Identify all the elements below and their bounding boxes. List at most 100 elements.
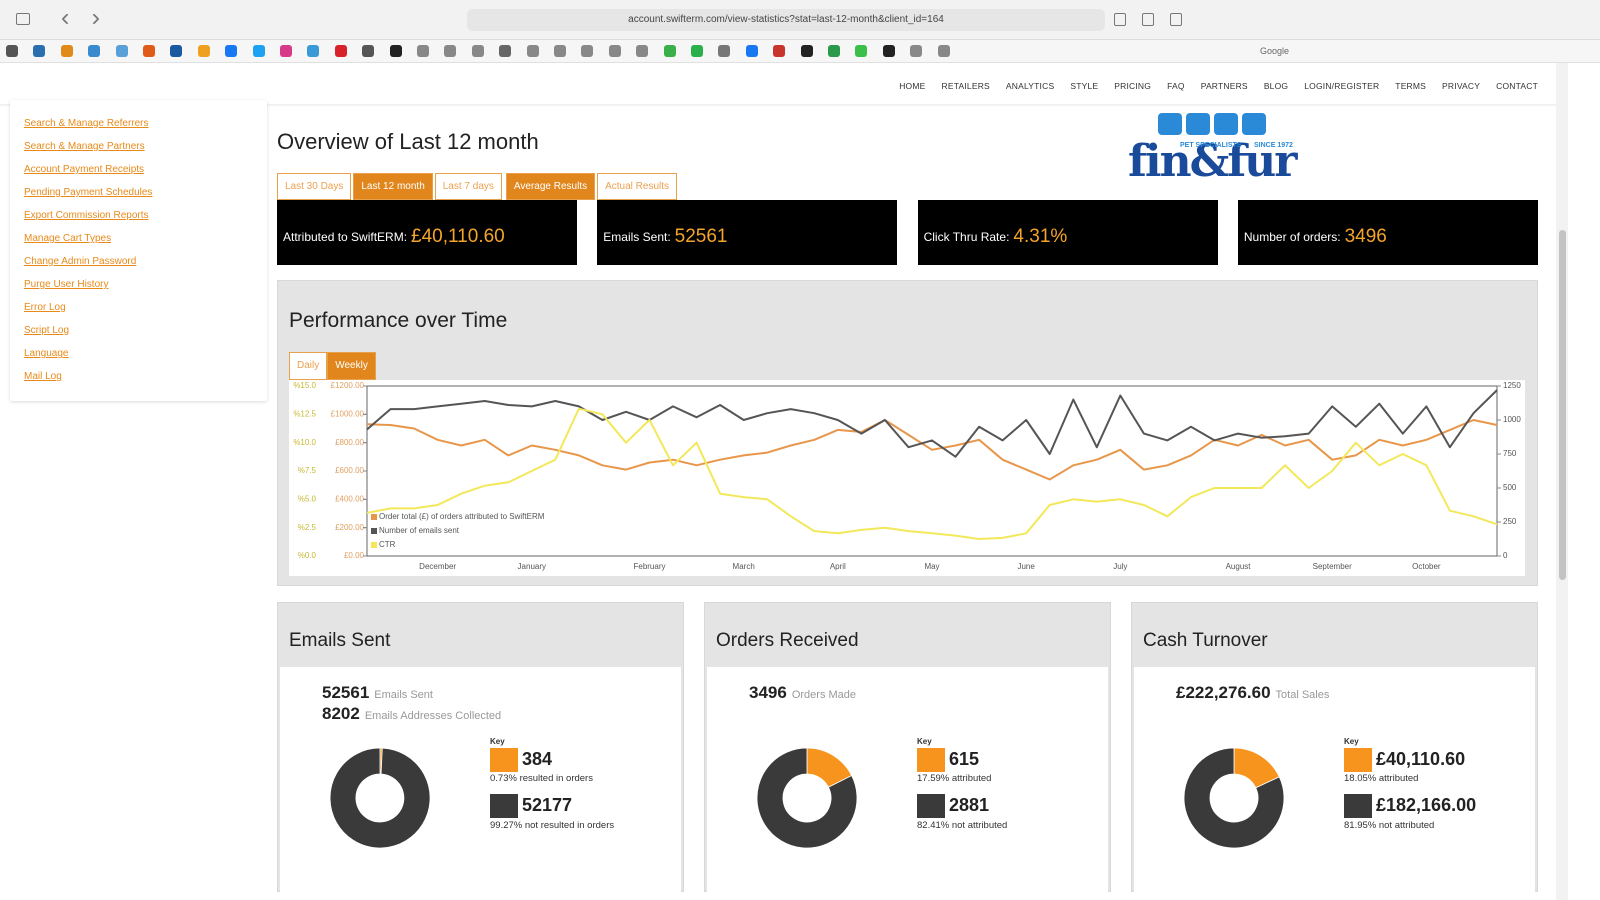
summary-value: £222,276.60 xyxy=(1176,683,1271,702)
share-button[interactable] xyxy=(1114,13,1126,26)
bookmark-icon[interactable] xyxy=(828,45,840,57)
nav-link[interactable]: PRIVACY xyxy=(1442,81,1481,91)
bookmark-icon[interactable] xyxy=(197,45,210,57)
bookmark-icon[interactable] xyxy=(581,45,594,57)
range-tab[interactable]: Last 12 month xyxy=(353,173,433,200)
nav-link[interactable]: RETAILERS xyxy=(941,81,990,91)
range-tab[interactable]: Actual Results xyxy=(597,173,678,200)
stat-label: Emails Sent: xyxy=(603,229,671,244)
summary-row: 3496 Orders Made xyxy=(749,683,856,703)
scrollbar-thumb[interactable] xyxy=(1559,230,1566,580)
bookmark-icon[interactable] xyxy=(280,45,292,57)
bookmark-icon[interactable] xyxy=(143,45,155,57)
sidebar-link[interactable]: Export Commission Reports xyxy=(24,210,149,221)
sidebar xyxy=(10,100,267,401)
header-divider xyxy=(0,104,1556,107)
bookmark-icon[interactable] xyxy=(115,45,128,57)
bookmark-icon[interactable] xyxy=(800,45,813,57)
sidebar-link[interactable]: Error Log xyxy=(24,302,66,313)
stat-box: Emails Sent: 52561 xyxy=(597,200,898,265)
nav-link[interactable]: BLOG xyxy=(1263,81,1289,91)
bookmark-icon[interactable] xyxy=(88,45,101,57)
sidebar-link[interactable]: Search & Manage Partners xyxy=(24,141,145,152)
sidebar-toggle-button[interactable] xyxy=(16,13,30,25)
bookmark-icon[interactable] xyxy=(252,45,265,57)
bookmark-icon[interactable] xyxy=(608,45,621,57)
logo-icon xyxy=(1242,113,1266,135)
bookmark-icon[interactable] xyxy=(334,45,347,57)
bookmark-google[interactable]: Google xyxy=(1260,46,1290,56)
sidebar-link[interactable]: Script Log xyxy=(24,325,70,336)
bookmark-icon[interactable] xyxy=(444,45,457,57)
sidebar-link[interactable]: Manage Cart Types xyxy=(24,233,112,244)
key-heading: Key xyxy=(917,737,932,746)
new-tab-button[interactable] xyxy=(1142,13,1154,26)
sidebar-link[interactable]: Search & Manage Referrers xyxy=(24,118,149,129)
bookmark-icon[interactable] xyxy=(60,45,73,57)
period-button[interactable]: Daily xyxy=(289,352,328,380)
logo-icon xyxy=(1158,113,1182,135)
sidebar-link[interactable]: Account Payment Receipts xyxy=(24,164,145,175)
key-value: £40,110.60 xyxy=(1376,749,1466,769)
key-value: £182,166.00 xyxy=(1376,795,1477,815)
nav-link[interactable]: LOGIN/REGISTER xyxy=(1304,81,1380,91)
sidebar-link[interactable]: Language xyxy=(24,348,69,359)
bookmark-icon[interactable] xyxy=(937,45,950,57)
bookmark-icon[interactable] xyxy=(6,45,18,57)
nav-link[interactable]: HOME xyxy=(899,81,926,91)
nav-link[interactable]: CONTACT xyxy=(1496,81,1538,91)
stat-value: 52561 xyxy=(674,225,728,247)
bookmark-icon[interactable] xyxy=(499,45,512,57)
bookmark-icon[interactable] xyxy=(554,45,566,57)
nav-link[interactable]: PARTNERS xyxy=(1200,81,1248,91)
key-value: 615 xyxy=(949,749,980,769)
sidebar-link[interactable]: Mail Log xyxy=(24,371,62,382)
bookmark-icon[interactable] xyxy=(389,45,402,57)
summary-label: Emails Sent xyxy=(374,689,433,701)
bookmark-icon[interactable] xyxy=(718,45,731,57)
performance-title: Performance over Time xyxy=(289,309,508,332)
bookmark-icon[interactable] xyxy=(225,45,238,57)
summary-title: Cash Turnover xyxy=(1143,630,1268,651)
logo-icon xyxy=(1214,113,1238,135)
nav-link[interactable]: PRICING xyxy=(1114,81,1152,91)
nav-link[interactable]: STYLE xyxy=(1070,81,1099,91)
bookmark-icon[interactable] xyxy=(855,45,868,57)
bookmark-icon[interactable] xyxy=(33,45,46,57)
bookmark-icon[interactable] xyxy=(773,45,786,57)
site-nav: HOME RETAILERS ANALYTICS STYLE PRICING FAQ PAR… xyxy=(899,81,1538,91)
bookmark-icon[interactable] xyxy=(691,45,703,57)
bookmark-icon[interactable] xyxy=(307,45,320,57)
bookmark-icon[interactable] xyxy=(745,45,758,57)
bookmark-icon[interactable] xyxy=(882,45,895,57)
sidebar-link[interactable]: Purge User History xyxy=(24,279,109,290)
nav-link[interactable]: ANALYTICS xyxy=(1005,81,1055,91)
nav-link[interactable]: FAQ xyxy=(1167,81,1185,91)
stat-value: 3496 xyxy=(1344,225,1387,247)
bookmark-icon[interactable] xyxy=(362,45,375,57)
sidebar-link[interactable]: Pending Payment Schedules xyxy=(24,187,153,198)
bookmark-icon[interactable] xyxy=(170,45,183,57)
nav-link[interactable]: TERMS xyxy=(1395,81,1427,91)
sidebar-link[interactable]: Change Admin Password xyxy=(24,256,137,267)
tabs-button[interactable] xyxy=(1170,13,1182,26)
period-toggle: Daily Weekly xyxy=(289,352,376,380)
bookmark-icon[interactable] xyxy=(526,45,539,57)
bookmark-icon[interactable] xyxy=(910,45,923,57)
logo-name: fin&fur xyxy=(1128,136,1297,187)
key-description: 82.41% not attributed xyxy=(917,820,1008,831)
bookmark-icon[interactable] xyxy=(417,45,429,57)
range-tab[interactable]: Last 30 Days xyxy=(277,173,352,200)
bookmark-icon[interactable] xyxy=(471,45,484,57)
summary-label: Emails Addresses Collected xyxy=(364,710,502,722)
key-description: 17.59% attributed xyxy=(917,773,992,784)
range-tab[interactable]: Last 7 days xyxy=(434,173,502,200)
range-tab[interactable]: Average Results xyxy=(505,173,596,200)
bookmark-icon[interactable] xyxy=(636,45,649,57)
bookmark-icon[interactable] xyxy=(663,45,676,57)
address-bar[interactable]: account.swifterm.com/view-statistics?sta… xyxy=(467,9,1105,31)
period-button[interactable]: Weekly xyxy=(327,352,376,380)
logo-tagline: PET SPECIALISTS xyxy=(1180,142,1242,149)
key-value: 384 xyxy=(522,749,553,769)
